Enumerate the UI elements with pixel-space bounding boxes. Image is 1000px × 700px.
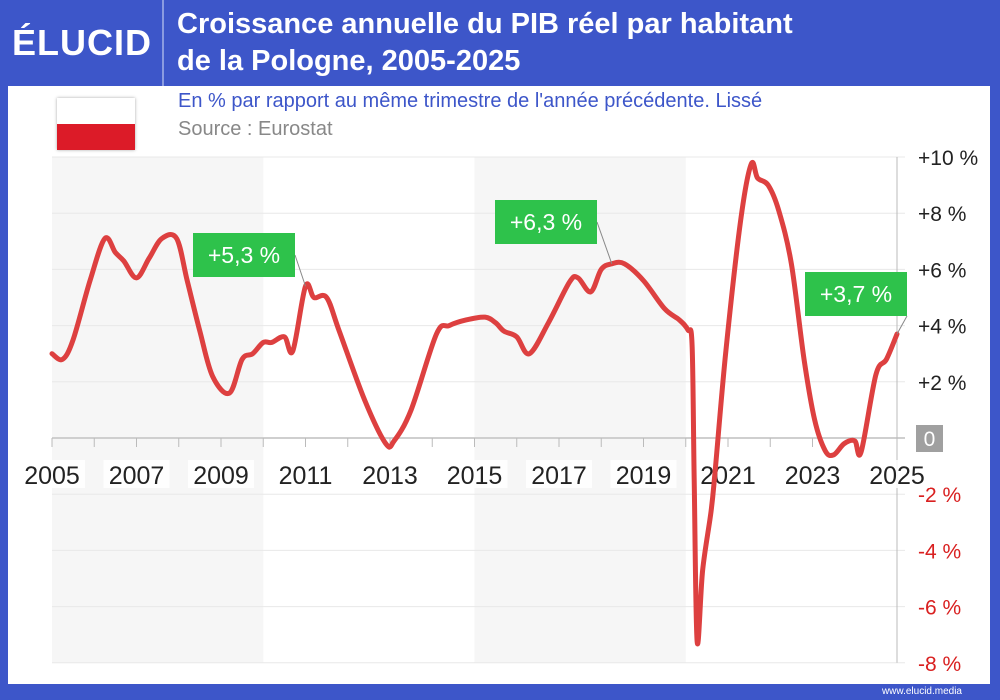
x-tick-label: 2017 xyxy=(531,462,587,490)
x-tick-label-bg xyxy=(779,460,846,488)
annotation-leader xyxy=(896,315,908,335)
x-tick-label-bg xyxy=(103,460,170,488)
y-tick-label: -8 % xyxy=(918,653,961,676)
annotation-box xyxy=(193,233,295,277)
annotation-leader xyxy=(294,254,306,287)
chart-source: Source : Eurostat xyxy=(178,118,333,140)
annotation-label: +3,7 % xyxy=(820,281,892,307)
poland-flag-icon xyxy=(57,98,135,150)
x-tick-label: 2007 xyxy=(109,462,165,490)
x-tick-label-bg xyxy=(695,460,761,488)
y-tick-label: -2 % xyxy=(918,484,961,507)
annotation-label: +5,3 % xyxy=(208,242,280,268)
elucid-logo: ÉLUCID xyxy=(12,22,152,63)
y-tick-label: +4 % xyxy=(918,316,966,339)
page-title: Croissance annuelle du PIB réel par habi… xyxy=(177,6,793,80)
x-tick-label: 2009 xyxy=(193,462,249,490)
x-tick-label: 2019 xyxy=(616,462,672,490)
annotation-box xyxy=(495,200,597,244)
x-tick-label-bg xyxy=(272,460,339,488)
y-tick-label: +10 % xyxy=(918,147,978,170)
x-tick-label-bg xyxy=(441,460,508,488)
x-tick-label-bg xyxy=(610,460,677,488)
x-tick-label: 2011 xyxy=(279,462,333,490)
x-tick-label-bg xyxy=(526,460,592,488)
chart-subtitle: En % par rapport au même trimestre de l'… xyxy=(178,90,763,112)
y-tick-label: +2 % xyxy=(918,372,966,395)
x-tick-label: 2023 xyxy=(785,462,841,490)
x-tick-label-bg xyxy=(357,460,423,488)
y-tick-label: 0 xyxy=(924,428,936,451)
x-tick-label-bg xyxy=(864,460,930,488)
header-divider xyxy=(162,0,164,86)
x-tick-label: 2021 xyxy=(700,462,756,490)
annotation-label: +6,3 % xyxy=(510,209,582,235)
y-tick-label: +8 % xyxy=(918,203,966,226)
annotation-box xyxy=(805,272,907,316)
annotation-leader xyxy=(596,221,613,264)
x-tick-label: 2015 xyxy=(447,462,503,490)
x-tick-label: 2005 xyxy=(24,462,80,490)
title-line-2: de la Pologne, 2005-2025 xyxy=(177,45,521,77)
footer-url: www.elucid.media xyxy=(881,686,962,697)
x-tick-label: 2025 xyxy=(869,462,925,490)
y-tick-label: -6 % xyxy=(918,597,961,620)
title-line-1: Croissance annuelle du PIB réel par habi… xyxy=(177,8,793,40)
zero-label-box xyxy=(916,425,943,452)
x-tick-label-bg xyxy=(19,460,85,488)
y-tick-label: -4 % xyxy=(918,540,961,563)
shaded-period xyxy=(52,157,264,663)
x-tick-label: 2013 xyxy=(362,462,418,490)
x-tick-label-bg xyxy=(188,460,254,488)
header-bar: ÉLUCID Croissance annuelle du PIB réel p… xyxy=(0,0,1000,86)
series-line xyxy=(49,159,900,647)
y-tick-label: +6 % xyxy=(918,259,966,282)
